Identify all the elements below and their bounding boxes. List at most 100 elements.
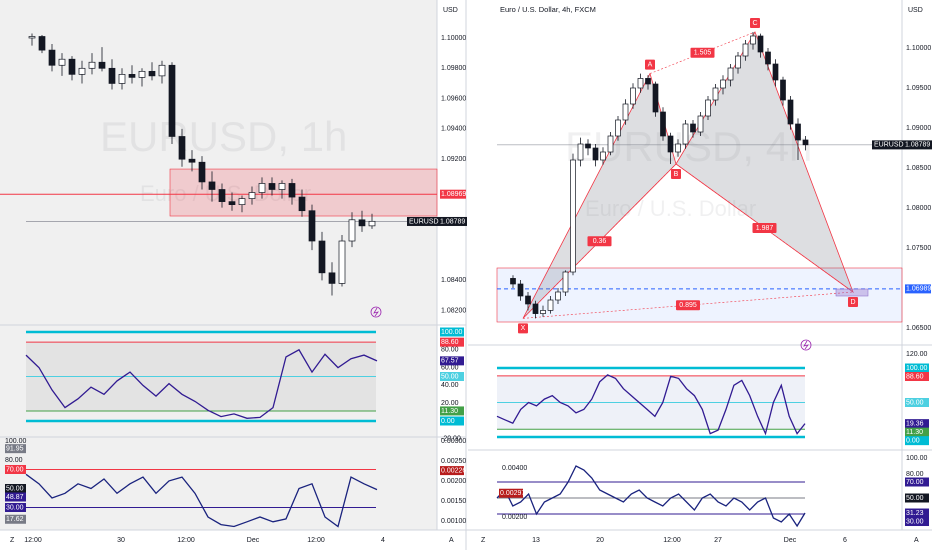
candle-body: [368, 220, 376, 227]
time-label: 4: [381, 537, 385, 544]
indicator-line: [496, 374, 806, 436]
candle-body: [660, 111, 666, 137]
axis-tag-label: 88.60: [441, 339, 459, 346]
candle-body: [697, 115, 704, 133]
candle-body: [88, 61, 96, 69]
time-label: 6: [843, 537, 847, 544]
axis-label: 0.00400: [502, 465, 527, 472]
last-tag: [872, 140, 932, 150]
candle-body: [318, 240, 326, 274]
candle-body: [727, 67, 734, 81]
axis-tag-label: 0.00: [441, 418, 455, 425]
candle-body: [98, 61, 106, 69]
ratio-label: 1.987: [756, 225, 774, 232]
candle-body: [248, 192, 256, 199]
candle-body: [28, 36, 36, 39]
candle-body: [288, 183, 296, 198]
axis-label: 1.09200: [441, 156, 466, 163]
indicator-line: [25, 348, 378, 419]
axis-tag: [905, 398, 929, 407]
axis-tag-label: 30.00: [906, 518, 924, 525]
candle-body: [168, 64, 176, 137]
candle-body: [645, 78, 651, 85]
candle-body: [258, 183, 266, 193]
candle-body: [570, 159, 576, 273]
time-label: 13: [532, 537, 540, 544]
axis-tag-label: 30.00: [6, 504, 24, 511]
ratio-box: [752, 223, 777, 233]
corner-label: Z: [10, 537, 15, 544]
ratio-box: [587, 236, 612, 247]
candle-body: [510, 278, 516, 285]
axis-tag: [905, 284, 931, 294]
candle-body: [48, 49, 56, 66]
point-label: X: [521, 325, 526, 332]
last-value: 1.08789: [440, 218, 465, 225]
candle-body: [795, 123, 801, 141]
last-value: 1.08789: [905, 142, 930, 149]
candle-body: [78, 67, 86, 75]
axis-label: 0.00300: [441, 438, 466, 445]
axis-label: 1.08000: [906, 205, 931, 212]
axis-label: 1.06500: [906, 325, 931, 332]
axis-label: 40.00: [441, 382, 459, 389]
axis-label: 0.00200: [502, 514, 527, 521]
candle-body: [802, 139, 809, 146]
axis-tag: [440, 372, 464, 381]
axis-label: 0.00200: [441, 478, 466, 485]
candle-body: [720, 79, 726, 89]
point-box: [750, 18, 760, 28]
watermark: EURUSD, 4h: [565, 123, 812, 170]
axis-tag: [905, 508, 929, 518]
watermark-sub: Euro / U.S. Dollar: [585, 196, 756, 221]
axis-label: 100.00: [5, 438, 27, 445]
axis-tag: [5, 444, 26, 454]
axis-label: 20.00: [441, 400, 459, 407]
candle-body: [765, 51, 771, 65]
axis-tag: [905, 427, 929, 437]
axis-tag-label: 100.00: [441, 329, 463, 336]
axis-tag-label: 67.57: [441, 358, 459, 365]
candle-body: [750, 35, 756, 45]
axis-label: 1.10000: [906, 45, 931, 52]
axis-label: 1.09800: [441, 65, 466, 72]
axis-tag: [440, 189, 466, 199]
time-label: 12:00: [24, 537, 42, 544]
candle-body: [742, 43, 749, 57]
candle-body: [675, 143, 681, 153]
axis-tag-label: 11.30: [906, 429, 923, 436]
candle-body: [228, 201, 236, 205]
candle-body: [607, 135, 614, 153]
candle-body: [772, 63, 779, 81]
axis-label: -20.00: [441, 436, 461, 443]
left-chart-bg: [0, 0, 437, 530]
candle-body: [278, 183, 286, 190]
axis-tag: [440, 356, 464, 366]
axis-label: 1.08500: [906, 165, 931, 172]
axis-unit: USD: [908, 7, 923, 14]
axis-label: 60.00: [441, 364, 459, 371]
candle-body: [780, 79, 786, 101]
axis-tag-label: 0.00297: [500, 490, 525, 497]
ratio-box: [676, 300, 700, 311]
separators: [0, 0, 932, 531]
axis-tag: [440, 337, 464, 347]
point-box: [645, 59, 655, 70]
axis-tag: [5, 492, 26, 502]
candle-body: [712, 87, 719, 101]
axis-label: 1.09000: [906, 125, 931, 132]
point-label: B: [674, 171, 679, 178]
candle-body: [148, 70, 156, 77]
candle-body: [358, 219, 366, 227]
corner-label: A: [449, 537, 454, 544]
axis-tag-label: 88.60: [906, 373, 924, 380]
axis-tag: [5, 465, 26, 474]
ratio-label: 0.895: [679, 302, 697, 309]
time-label: 30: [117, 537, 125, 544]
candle-body: [238, 198, 246, 205]
time-label: Dec: [784, 537, 797, 544]
axis-tag: [5, 503, 26, 512]
candle-body: [615, 119, 621, 137]
point-box: [848, 297, 858, 307]
